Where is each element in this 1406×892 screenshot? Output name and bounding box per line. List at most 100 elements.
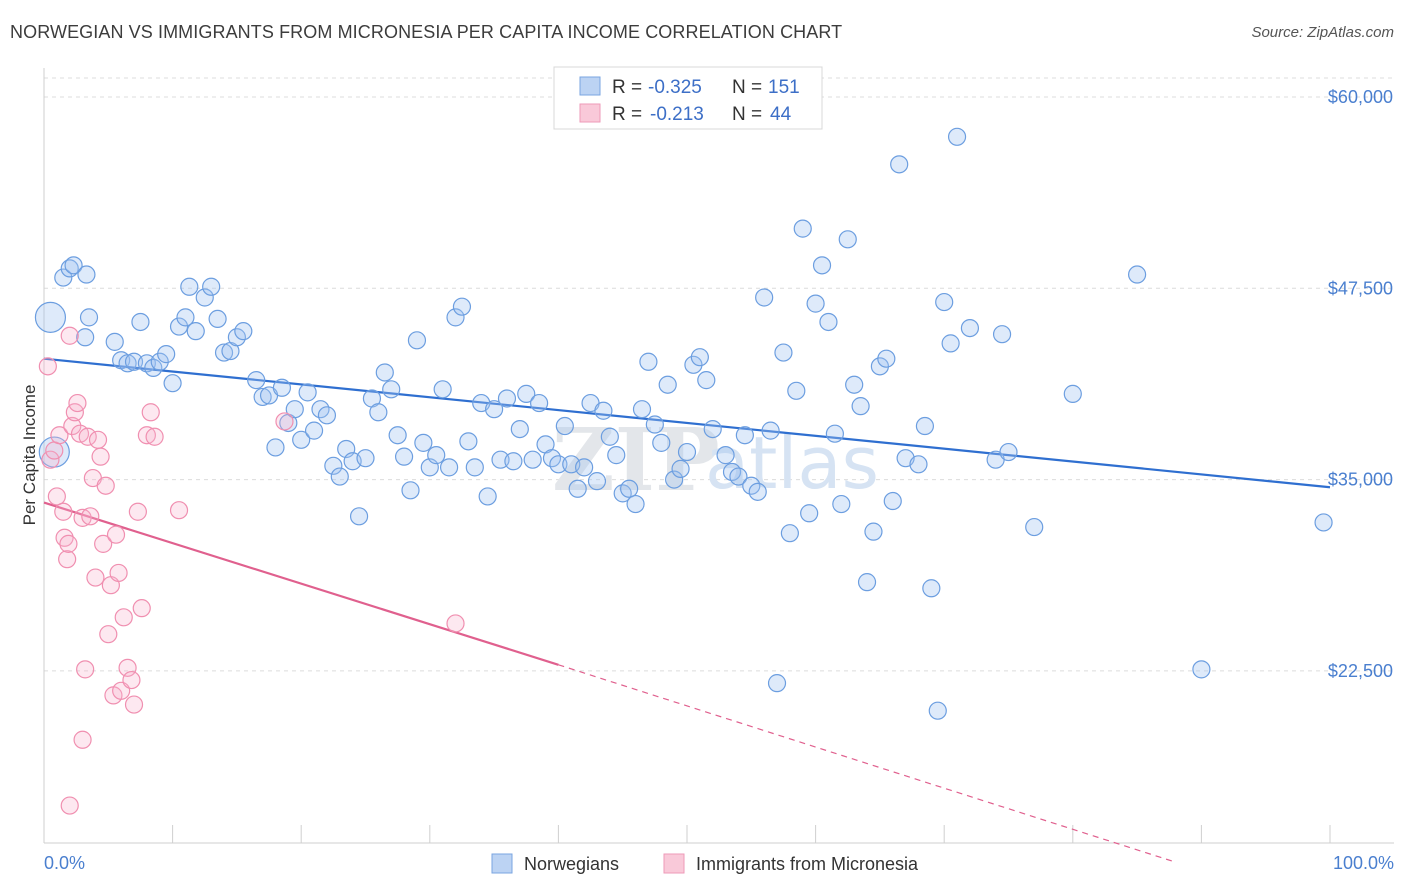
micronesia-point	[99, 625, 118, 644]
norwegian-point	[459, 432, 478, 451]
norwegian-point	[497, 389, 517, 408]
norwegian-point	[671, 459, 690, 478]
norwegian-point	[163, 374, 182, 393]
norwegian-point	[652, 433, 671, 452]
norwegian-point	[253, 387, 272, 407]
norwegian-point	[587, 472, 607, 491]
series-legend: Norwegians Immigrants from Micronesia	[491, 853, 919, 874]
norwegian-point	[697, 371, 716, 390]
norwegian-point	[909, 455, 928, 474]
micronesia-point	[60, 796, 79, 815]
trend-lines	[43, 357, 1331, 863]
norwegian-point	[324, 456, 343, 475]
legend-n-value-2: 44	[770, 104, 792, 125]
norwegian-point	[800, 504, 819, 523]
norwegian-point	[613, 484, 632, 503]
micronesia-point	[78, 427, 97, 446]
norwegian-point	[922, 579, 941, 598]
micronesia-point	[94, 534, 113, 553]
legend-n-value-1: 151	[768, 77, 800, 98]
micronesia-point	[73, 508, 92, 527]
norwegian-point	[356, 449, 375, 468]
norwegian-point	[645, 415, 664, 434]
norwegian-point	[767, 674, 787, 693]
norwegian-point	[600, 427, 619, 446]
norwegian-point	[452, 297, 472, 316]
norwegian-point	[1192, 660, 1211, 679]
micronesia-point	[68, 393, 87, 413]
norwegian-point	[272, 378, 292, 397]
micronesia-point	[81, 507, 100, 526]
norwegian-point	[433, 380, 452, 399]
norwegian-point	[787, 381, 806, 400]
norwegian-point	[504, 452, 523, 471]
norwegian-point	[549, 455, 568, 474]
micronesia-trend-line	[43, 501, 559, 666]
norwegians-trend-line	[43, 357, 1331, 489]
norwegian-point	[407, 331, 427, 350]
y-tick-label: $35,000	[1328, 470, 1393, 490]
norwegian-point	[369, 403, 388, 422]
norwegian-point	[947, 127, 967, 146]
norwegian-point	[935, 292, 954, 312]
norwegian-point	[857, 573, 877, 592]
norwegian-point	[915, 416, 935, 436]
norwegian-point	[1314, 513, 1333, 532]
micronesia-point	[41, 450, 60, 469]
norwegian-point	[64, 256, 83, 275]
norwegian-point	[446, 308, 465, 327]
norwegian-point	[825, 424, 844, 443]
norwegian-point	[304, 421, 324, 440]
bottom-legend-norwegians: Norwegians	[524, 854, 619, 874]
norwegian-point	[118, 354, 137, 373]
norwegian-point	[555, 416, 574, 436]
norwegian-point	[851, 397, 870, 416]
norwegian-point	[607, 446, 626, 465]
norwegian-point	[864, 522, 883, 541]
norwegian-point	[639, 352, 658, 371]
data-points	[34, 110, 1333, 815]
norwegian-point	[722, 462, 742, 482]
norwegian-point	[832, 494, 851, 514]
micronesia-point	[38, 357, 57, 376]
micronesia-point	[59, 534, 78, 553]
axes	[43, 68, 1394, 844]
norwegian-point	[388, 426, 407, 445]
norwegian-point	[285, 400, 304, 419]
micronesia-point	[96, 476, 115, 495]
bottom-legend-swatch-norwegians	[491, 853, 513, 874]
micronesia-point	[114, 608, 133, 627]
norwegian-point	[510, 419, 529, 439]
micronesia-point	[137, 426, 156, 445]
legend-swatch-norwegians	[579, 76, 601, 96]
micronesia-point	[124, 695, 144, 714]
norwegian-point	[427, 446, 446, 465]
norwegian-point	[793, 219, 812, 238]
norwegian-point	[394, 447, 414, 466]
norwegian-point	[877, 349, 896, 368]
micronesia-point	[275, 412, 294, 431]
norwegian-point	[131, 312, 150, 332]
norwegian-point	[382, 380, 401, 399]
norwegian-point	[169, 317, 189, 336]
norwegian-point	[568, 479, 587, 498]
norwegian-point	[77, 265, 96, 284]
norwegian-point	[478, 487, 497, 506]
norwegian-point	[330, 467, 349, 486]
norwegian-point	[465, 458, 484, 477]
bottom-legend-swatch-micronesia	[663, 853, 685, 874]
norwegian-point	[54, 268, 73, 287]
norwegian-point	[401, 481, 420, 500]
micronesia-point	[446, 614, 465, 633]
norwegian-point	[202, 277, 221, 296]
stats-legend: R = -0.325 N = 151 R = -0.213 N = 44	[553, 66, 823, 130]
norwegian-point	[176, 308, 195, 327]
micronesia-point	[91, 447, 110, 466]
norwegian-point	[195, 288, 214, 307]
legend-r-value-2: -0.213	[650, 104, 704, 125]
norwegian-point	[761, 421, 780, 440]
norwegian-point	[34, 301, 67, 333]
norwegian-point	[375, 363, 394, 382]
norwegian-point	[658, 375, 677, 394]
